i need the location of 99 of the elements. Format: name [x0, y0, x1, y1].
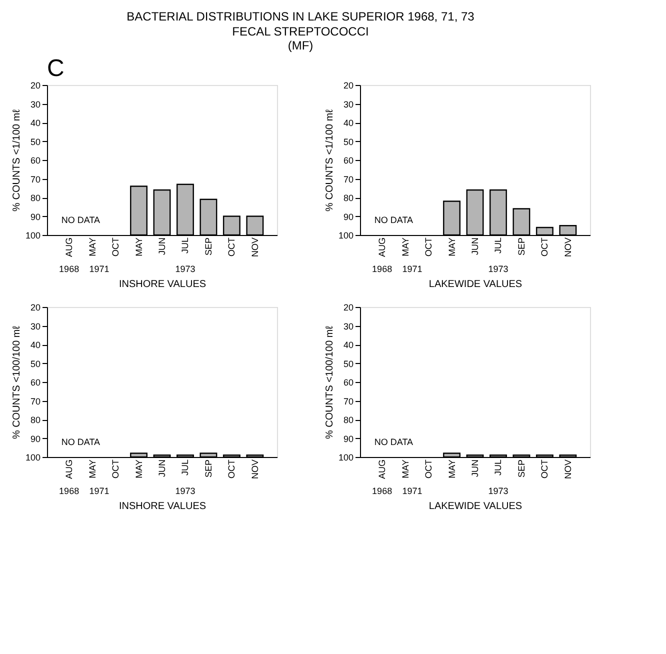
y-tick-label: 70 [30, 174, 40, 184]
annotation: NO DATA [61, 437, 100, 447]
y-tick-label: 70 [343, 396, 354, 406]
y-tick-label: 100 [338, 230, 354, 240]
x-tick-label: JUL [180, 238, 190, 254]
x-tick-label: JUN [157, 238, 167, 255]
x-axis-title: LAKEWIDE VALUES [428, 279, 522, 290]
y-tick-label: 60 [343, 378, 354, 388]
text: 1973 [488, 264, 508, 274]
chart-title: BACTERIAL DISTRIBUTIONS IN LAKE SUPERIOR 1968, 71, 73 [126, 10, 475, 24]
x-tick-label: NOV [562, 238, 573, 258]
y-tick-label: 50 [343, 136, 354, 147]
y-tick-label: 20 [343, 80, 354, 90]
y-tick-label: 30 [343, 321, 354, 332]
y-axis-title: % COUNTS <100/100 mℓ [11, 325, 22, 439]
y-tick-label: 90 [30, 212, 40, 222]
x-axis-title: INSHORE VALUES [118, 279, 206, 290]
y-tick-label: 20 [343, 302, 354, 312]
y-axis-title: % COUNTS <100/100 mℓ [324, 325, 336, 439]
x-tick-label: MAY [134, 238, 144, 256]
y-tick-label: 90 [343, 212, 354, 222]
x-tick-label: MAY [446, 460, 457, 478]
y-tick-label: 70 [30, 396, 40, 406]
y-tick-label: 80 [30, 415, 40, 425]
y-tick-label: 50 [30, 358, 40, 369]
x-tick-label: OCT [540, 237, 550, 256]
x-tick-label: JUN [157, 460, 167, 477]
y-tick-label: 70 [343, 174, 354, 184]
x-tick-label: JUL [180, 460, 190, 476]
text: 1971 [402, 264, 422, 274]
y-tick-label: 20 [30, 80, 40, 90]
x-tick-label: OCT [110, 237, 121, 256]
y-tick-label: 80 [343, 415, 354, 425]
x-tick-label: SEP [516, 460, 526, 478]
annotation: NO DATA [374, 215, 414, 225]
x-tick-label: AUG [377, 238, 388, 258]
y-tick-label: 40 [343, 340, 354, 350]
x-tick-label: NOV [250, 460, 260, 480]
y-tick-label: 30 [30, 321, 40, 332]
x-tick-label: MAY [87, 460, 98, 478]
y-tick-label: 80 [343, 193, 354, 203]
y-tick-label: 60 [30, 156, 40, 166]
x-tick-label: OCT [424, 459, 434, 478]
x-axis-title: INSHORE VALUES [118, 501, 206, 512]
y-tick-label: 80 [30, 193, 40, 203]
text: 1971 [89, 486, 110, 496]
text: 1968 [59, 264, 80, 274]
x-tick-label: MAY [134, 460, 144, 478]
x-tick-label: OCT [424, 237, 434, 256]
x-tick-label: OCT [226, 459, 237, 478]
text: 1971 [402, 486, 422, 496]
x-tick-label: AUG [64, 460, 74, 480]
y-tick-label: 30 [343, 99, 354, 110]
x-tick-label: MAY [400, 238, 410, 256]
y-tick-label: 100 [25, 230, 40, 240]
text: 1968 [372, 486, 392, 496]
text: C [47, 55, 64, 82]
x-tick-label: OCT [110, 459, 121, 478]
y-tick-label: 40 [30, 118, 40, 128]
y-tick-label: 60 [30, 378, 40, 388]
x-tick-label: JUL [493, 238, 504, 254]
x-tick-label: SEP [203, 238, 214, 256]
x-tick-label: NOV [562, 460, 573, 480]
y-tick-label: 100 [25, 452, 40, 462]
annotation: NO DATA [374, 437, 414, 447]
x-tick-label: SEP [203, 460, 214, 478]
text: 1968 [372, 264, 392, 274]
annotation: NO DATA [61, 215, 100, 225]
x-tick-label: AUG [377, 460, 388, 480]
x-tick-label: SEP [516, 238, 526, 256]
text: 1971 [89, 264, 110, 274]
y-tick-label: 50 [30, 136, 40, 147]
y-tick-label: 20 [30, 302, 40, 312]
x-tick-label: JUN [470, 238, 480, 255]
text: 1973 [175, 264, 196, 274]
y-tick-label: 40 [30, 340, 40, 350]
y-axis-title: % COUNTS <1/100 mℓ [324, 108, 336, 212]
x-tick-label: JUN [470, 460, 480, 477]
x-tick-label: OCT [540, 459, 550, 478]
x-tick-label: MAY [446, 238, 457, 256]
y-tick-label: 100 [338, 452, 354, 462]
x-tick-label: MAY [87, 238, 98, 256]
text: 1973 [488, 486, 508, 496]
x-axis-title: LAKEWIDE VALUES [428, 501, 522, 512]
y-tick-label: 50 [343, 358, 354, 369]
text: 1973 [175, 486, 196, 496]
y-tick-label: 30 [30, 99, 40, 110]
y-tick-label: 90 [30, 434, 40, 444]
x-tick-label: NOV [250, 238, 260, 258]
y-tick-label: 40 [343, 118, 354, 128]
chart-subtitle: FECAL STREPTOCOCCI (MF) [232, 24, 369, 52]
y-tick-label: 60 [343, 156, 354, 166]
text: 1968 [59, 486, 80, 496]
x-tick-label: AUG [64, 238, 74, 258]
y-tick-label: 90 [343, 434, 354, 444]
x-tick-label: JUL [493, 460, 504, 476]
x-tick-label: OCT [226, 237, 237, 256]
y-axis-title: % COUNTS <1/100 mℓ [11, 108, 22, 212]
x-tick-label: MAY [400, 460, 410, 478]
